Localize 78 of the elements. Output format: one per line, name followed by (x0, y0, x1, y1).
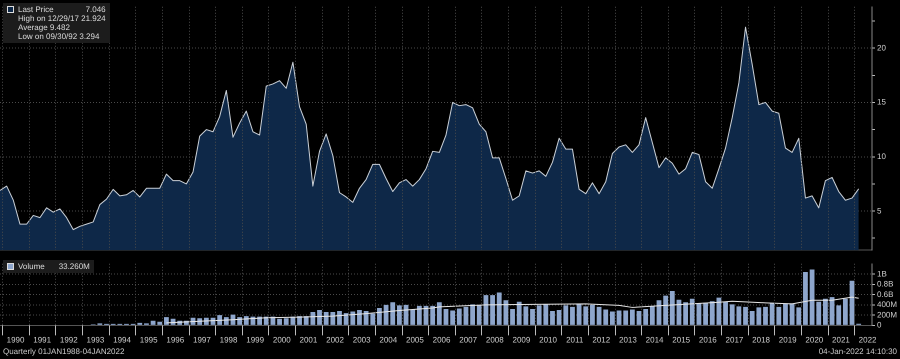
legend-label: Last Price (18, 5, 54, 14)
y-tick-label: 200M (877, 310, 898, 320)
x-tick-label: 1998 (220, 335, 238, 344)
bar (656, 300, 662, 325)
x-tick-label: 2016 (698, 335, 718, 344)
bar (456, 308, 462, 325)
annotation: Average 9.482 (17, 23, 71, 32)
x-tick-label: 1991 (33, 335, 52, 344)
x-tick-label: 1994 (113, 335, 132, 344)
text: 04-Jan-2022 14:10:30 (818, 347, 897, 357)
bar (763, 306, 768, 325)
x-tick-label: 2003 (352, 335, 372, 344)
y-tick-label: 0.6B (877, 290, 894, 299)
x-tick-label: 1993 (86, 335, 105, 344)
x-tick-label: 2017 (726, 335, 744, 344)
bar (776, 306, 782, 325)
x-tick-label: 2022 (858, 335, 878, 344)
x-tick-label: 2010 (539, 335, 558, 344)
y-tick-label: 15 (877, 98, 886, 107)
bar (410, 309, 416, 325)
bar (623, 310, 628, 325)
x-tick-label: 2005 (406, 335, 424, 344)
x-tick-label: 1997 (193, 335, 212, 344)
bar (643, 308, 648, 325)
bar (563, 305, 568, 325)
x-tick-label: 2004 (379, 335, 398, 344)
bar (157, 322, 162, 325)
bar (750, 311, 755, 325)
annotation: 33.260M (58, 262, 90, 271)
x-tick-label: 2019 (778, 335, 798, 344)
x-tick-label: 2007 (459, 335, 478, 344)
bar (476, 305, 482, 325)
x-tick-label: 1992 (60, 335, 78, 344)
x-tick-label: 1996 (166, 335, 185, 344)
x-tick-label: 2001 (300, 335, 318, 344)
bar (543, 304, 548, 325)
bar (650, 306, 655, 325)
x-tick-label: 2013 (619, 335, 638, 344)
annotation: High on 12/29/17 21.924 (17, 14, 106, 23)
y-tick-label: 0 (877, 320, 882, 330)
bar (663, 296, 668, 325)
x-tick-label: 1990 (6, 335, 25, 344)
x-tick-label: 2008 (486, 335, 504, 344)
bar (603, 309, 608, 325)
x-tick-label: 2020 (805, 335, 824, 344)
y-tick-label: 1B (877, 269, 887, 278)
x-tick-label: 1995 (140, 335, 158, 344)
bar (284, 318, 289, 325)
y-tick-label: 5 (877, 206, 882, 216)
x-tick-label: 2009 (512, 335, 531, 344)
text: Quarterly 01JAN1988-04JAN2022 (3, 347, 124, 357)
legend-label: Volume (18, 262, 45, 271)
annotation: 7.046 (84, 5, 106, 14)
bar (496, 292, 502, 325)
x-tick-label: 2002 (326, 335, 344, 344)
x-tick-label: 2021 (832, 335, 850, 344)
x-tick-label: 2014 (646, 335, 664, 344)
annotation: Low on 09/30/92 3.294 (17, 32, 100, 41)
x-tick-label: 1999 (246, 335, 265, 344)
x-tick-label: 2011 (566, 335, 584, 344)
x-tick-label: 2015 (672, 335, 691, 344)
bar (796, 307, 802, 325)
bar (756, 307, 762, 325)
bar (583, 306, 588, 325)
bar (536, 305, 542, 325)
y-tick-label: 400M (877, 300, 898, 310)
x-tick-label: 2012 (592, 335, 611, 344)
x-tick-label: 2006 (432, 335, 451, 344)
bar (836, 305, 842, 325)
bar (370, 314, 376, 325)
x-tick-label: 2000 (272, 335, 292, 344)
y-tick-label: 0.8B (877, 280, 894, 289)
bar (730, 304, 735, 325)
y-tick-label: 10 (877, 152, 886, 161)
bar (816, 302, 822, 325)
y-tick-label: 20 (877, 43, 886, 52)
bar (670, 291, 675, 325)
x-tick-label: 2018 (752, 335, 771, 344)
